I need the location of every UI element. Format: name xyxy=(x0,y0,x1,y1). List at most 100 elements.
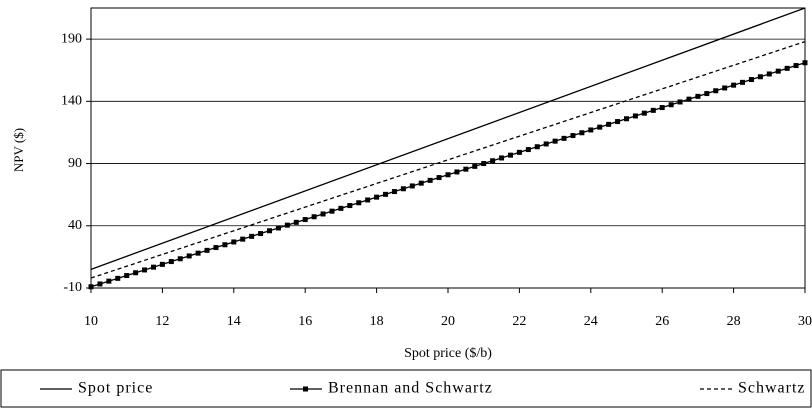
x-tick-label: 22 xyxy=(512,314,526,329)
marker xyxy=(204,247,210,253)
marker xyxy=(570,133,576,139)
marker xyxy=(722,85,728,91)
marker xyxy=(106,278,112,284)
marker xyxy=(659,105,665,111)
marker xyxy=(757,74,763,80)
x-tick-label: 28 xyxy=(727,314,741,329)
marker xyxy=(686,96,692,102)
marker xyxy=(802,60,808,66)
marker xyxy=(311,214,317,220)
marker xyxy=(391,189,397,195)
x-tick-label: 24 xyxy=(584,314,598,329)
marker xyxy=(606,121,612,127)
marker xyxy=(677,99,683,105)
x-tick-label: 26 xyxy=(655,314,669,329)
y-tick-label: -10 xyxy=(63,280,82,295)
marker xyxy=(615,119,621,125)
x-tick-label: 12 xyxy=(155,314,169,329)
marker xyxy=(383,191,389,197)
marker xyxy=(579,130,585,136)
marker xyxy=(124,273,130,279)
marker xyxy=(249,233,255,239)
marker xyxy=(275,225,281,231)
marker xyxy=(543,141,549,147)
marker xyxy=(88,284,94,290)
marker xyxy=(704,91,710,97)
marker xyxy=(338,205,344,211)
marker xyxy=(159,261,165,267)
marker xyxy=(356,200,362,206)
marker xyxy=(302,217,308,223)
marker xyxy=(445,172,451,178)
y-tick-label: 140 xyxy=(61,94,82,109)
marker xyxy=(650,107,656,113)
plot-frame xyxy=(90,7,806,289)
marker xyxy=(775,68,781,74)
marker xyxy=(400,186,406,192)
marker xyxy=(624,116,629,122)
marker xyxy=(168,259,174,265)
y-tick-label: 40 xyxy=(68,218,82,233)
marker xyxy=(320,211,326,217)
series-line xyxy=(90,40,806,279)
marker xyxy=(588,127,594,133)
x-tick-label: 10 xyxy=(84,314,98,329)
marker xyxy=(561,135,567,141)
marker xyxy=(713,88,719,94)
marker xyxy=(284,222,290,228)
marker xyxy=(150,264,156,270)
marker xyxy=(632,113,638,119)
marker xyxy=(766,71,772,77)
marker xyxy=(507,152,513,158)
legend-box xyxy=(0,369,812,408)
marker xyxy=(490,158,496,164)
marker xyxy=(481,161,487,167)
marker xyxy=(293,219,299,225)
marker xyxy=(347,203,353,209)
marker xyxy=(97,281,103,287)
marker xyxy=(793,63,799,69)
legend-marker xyxy=(303,386,308,392)
marker xyxy=(731,82,737,88)
marker xyxy=(748,77,754,83)
marker xyxy=(552,138,558,144)
marker xyxy=(133,270,139,276)
y-tick-label: 90 xyxy=(68,156,82,171)
y-tick-label: 190 xyxy=(61,31,82,46)
x-tick-label: 18 xyxy=(370,314,384,329)
x-tick-label: 14 xyxy=(227,314,241,329)
marker xyxy=(240,236,246,242)
marker xyxy=(525,147,531,153)
marker xyxy=(195,250,201,256)
marker xyxy=(329,208,335,214)
marker xyxy=(115,275,121,281)
legend-label: Brennan and Schwartz xyxy=(328,380,493,397)
marker xyxy=(418,180,424,186)
y-axis-label: NPV ($) xyxy=(11,128,26,172)
marker xyxy=(427,177,433,183)
x-tick-label: 30 xyxy=(798,314,812,329)
marker xyxy=(516,149,522,155)
marker xyxy=(472,163,478,169)
marker xyxy=(597,124,603,130)
x-tick-label: 16 xyxy=(298,314,312,329)
series-line xyxy=(90,7,806,270)
legend-label: Schwartz xyxy=(738,380,806,397)
marker xyxy=(142,267,148,273)
marker xyxy=(740,79,746,85)
marker xyxy=(784,65,790,71)
legend-label: Spot price xyxy=(78,380,153,397)
x-tick-label: 20 xyxy=(441,314,455,329)
marker xyxy=(365,197,371,203)
marker xyxy=(213,245,219,251)
marker xyxy=(222,242,228,248)
marker xyxy=(454,169,460,175)
marker xyxy=(231,239,237,245)
marker xyxy=(374,194,380,200)
marker xyxy=(695,93,701,99)
marker xyxy=(258,231,264,237)
marker xyxy=(499,155,505,161)
marker xyxy=(186,253,192,259)
marker xyxy=(436,175,442,181)
